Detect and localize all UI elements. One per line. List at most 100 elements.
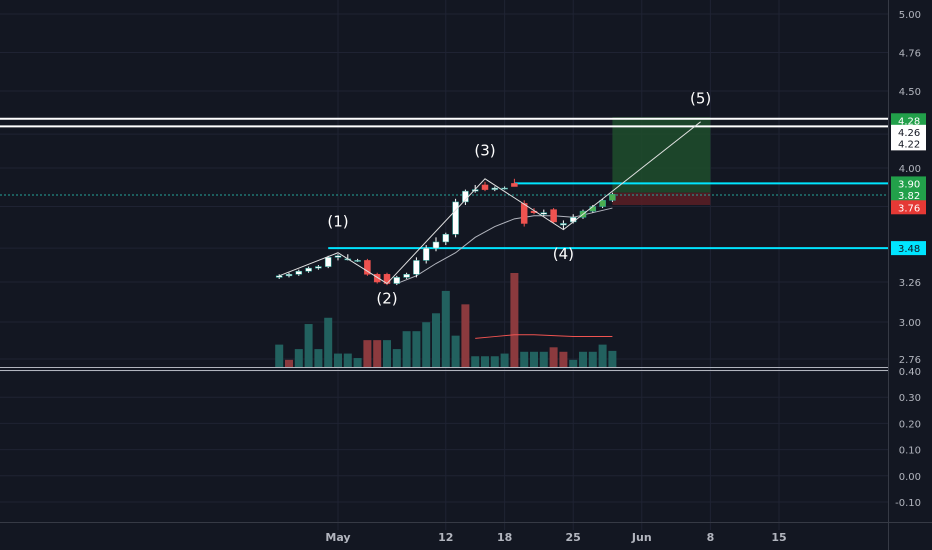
volume-bar [353,358,362,367]
price-badge [891,176,926,191]
x-tick-label: 25 [566,531,581,544]
candle-up [334,255,342,258]
candle-up [442,233,450,243]
volume-bar [343,353,352,367]
price-badge [891,241,926,256]
profit-zone [612,117,711,193]
volume-bar [559,351,568,367]
wave-label: (3) [474,142,495,160]
volume-bar [490,356,499,367]
volume-bar [510,273,519,367]
price-tick-label: 5.00 [899,10,921,21]
volume-bar [579,351,587,367]
candle-down [364,260,371,275]
price-badge-label: 3.76 [898,203,920,214]
price-badge-label: 3.90 [898,179,920,190]
candle-up [432,241,440,249]
price-badge [891,200,926,215]
x-tick-label: 18 [497,531,512,544]
volume-bar [549,347,558,367]
wave-label: (5) [690,89,711,107]
loss-zone [612,192,711,205]
volume-bar [432,313,440,367]
candle-up [295,270,303,275]
moving-averages [396,207,613,339]
candle-up [599,200,606,207]
candle-up [305,267,312,272]
volume-bar [461,304,470,367]
x-tick-label: 8 [707,531,715,544]
volume-bar [334,353,342,367]
volume-bar [451,335,460,367]
price-badge [891,136,926,151]
candle-up [413,260,420,275]
price-badge-label: 4.26 [898,128,920,139]
candle-up [452,201,459,235]
price-badge-label: 3.48 [898,244,920,255]
volume-bar [314,349,323,367]
wave-label: (1) [327,213,348,231]
candle-up [285,274,293,277]
indicator-tick-label: 0.30 [899,393,921,404]
x-tick-label: 15 [771,531,786,544]
candle-up [315,266,322,269]
volume-bar [520,351,529,367]
price-badge [891,124,926,139]
price-tick-label: 4.50 [899,87,921,98]
indicator-tick-label: 0.10 [899,446,921,457]
volume-bar [471,356,480,367]
volume-bar [422,322,431,367]
candles [275,178,616,286]
indicator-tick-label: 0.20 [899,419,921,430]
volume-bar [569,359,578,367]
volume-bar [304,324,313,367]
candle-up [491,187,499,190]
volume-bar [608,350,617,367]
price-tick-label: 4.00 [899,164,921,175]
price-tick-label: 2.76 [899,355,921,366]
volume-bar [285,359,293,367]
indicator-tick-label: -0.10 [895,498,921,509]
candle-up [501,187,508,190]
x-tick-label: 12 [438,531,453,544]
volume-bar [588,351,597,367]
volume-bar [275,344,284,367]
candle-up [354,260,361,262]
indicator-tick-label: 0.00 [899,472,921,483]
position-box [612,117,711,205]
price-badge [891,187,926,202]
candle-down [481,184,489,190]
price-badge [891,113,926,128]
price-ma-line [396,207,613,284]
indicator-tick-label: 0.40 [899,367,921,378]
volume-bar [294,349,303,367]
wave-label: (4) [553,245,574,263]
candle-up [589,206,597,212]
volume-bar [500,353,509,367]
volume-bar [363,340,372,367]
wave-label: (2) [376,290,397,308]
price-tick-label: 4.76 [899,49,921,60]
x-tick-label: Jun [631,531,652,544]
candle-up [422,247,430,261]
price-badge-label: 4.28 [898,116,920,127]
candle-up [560,223,567,226]
volume-bar [392,349,401,367]
candle-up [403,274,410,278]
price-tick-label: 3.00 [899,318,921,329]
price-badges: 4.284.264.22 3.903.823.76 3.48 [891,113,926,256]
candle-up [609,193,616,201]
price-tick-label: 3.26 [899,278,921,289]
volume-bar [441,290,450,367]
candle-down [520,203,528,224]
volume-bar [539,351,548,367]
price-badge-label: 4.22 [898,139,920,150]
volume-bar [481,356,489,367]
candle-up [324,257,332,267]
volume-bar [412,331,421,367]
candle-up [393,277,401,284]
wave-path-line [279,121,701,285]
